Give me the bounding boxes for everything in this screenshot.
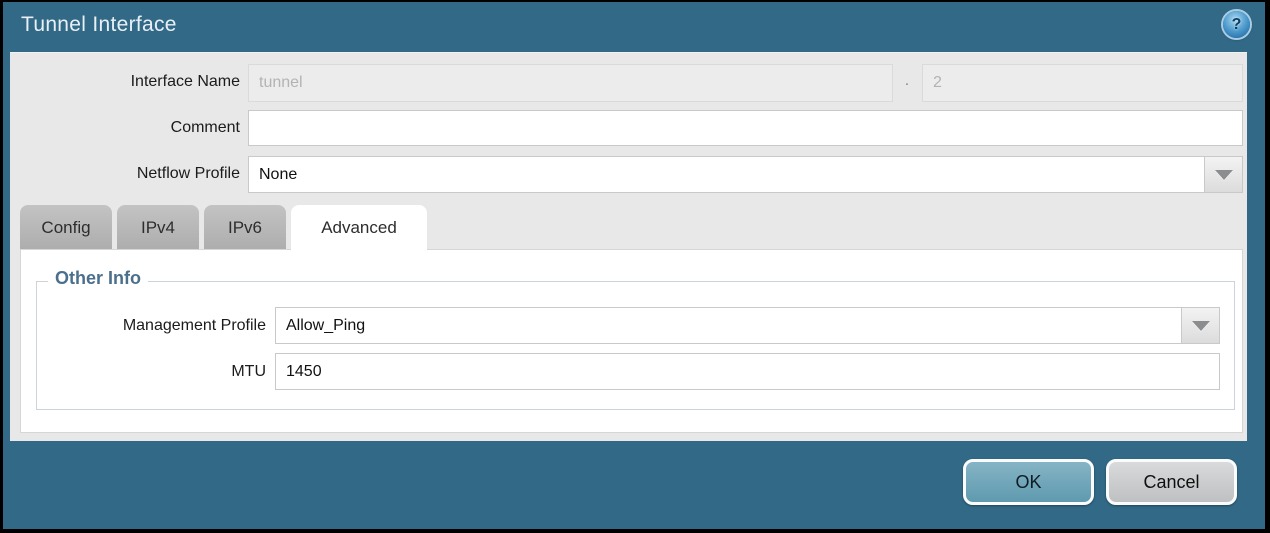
interface-name-sub-input	[922, 64, 1243, 102]
comment-label: Comment	[170, 119, 240, 136]
tab-advanced[interactable]: Advanced	[291, 205, 427, 252]
cancel-button[interactable]: Cancel	[1106, 459, 1237, 505]
comment-input[interactable]	[248, 110, 1243, 146]
mtu-label: MTU	[231, 363, 266, 380]
management-profile-value: Allow_Ping	[286, 317, 366, 334]
netflow-profile-dropdown-button[interactable]	[1204, 157, 1242, 192]
tab-config[interactable]: Config	[20, 205, 112, 250]
help-icon-glyph: ?	[1231, 15, 1242, 33]
interface-name-base-input	[248, 64, 893, 102]
netflow-profile-value: None	[259, 166, 298, 183]
dialog-title: Tunnel Interface	[21, 13, 177, 36]
management-profile-dropdown-button[interactable]	[1181, 308, 1219, 343]
interface-name-separator: .	[904, 72, 910, 89]
chevron-down-icon	[1214, 169, 1233, 180]
other-info-group-title: Other Info	[48, 268, 148, 289]
management-profile-dropdown[interactable]: Allow_Ping	[275, 307, 1220, 344]
ok-button[interactable]: OK	[963, 459, 1094, 505]
other-info-group	[36, 281, 1235, 410]
netflow-profile-dropdown[interactable]: None	[248, 156, 1243, 193]
interface-name-label: Interface Name	[130, 73, 240, 90]
mtu-input[interactable]	[275, 353, 1220, 390]
tab-ipv4[interactable]: IPv4	[117, 205, 199, 250]
netflow-profile-label: Netflow Profile	[136, 165, 240, 182]
help-icon[interactable]: ?	[1223, 11, 1250, 38]
management-profile-label: Management Profile	[122, 317, 266, 334]
tab-ipv6[interactable]: IPv6	[204, 205, 286, 250]
chevron-down-icon	[1191, 320, 1210, 331]
